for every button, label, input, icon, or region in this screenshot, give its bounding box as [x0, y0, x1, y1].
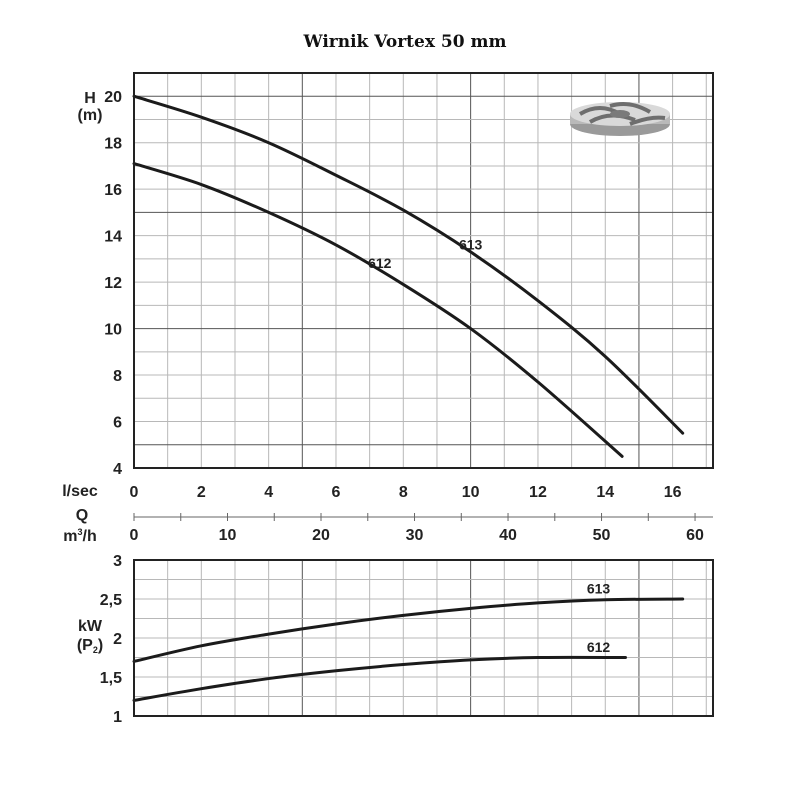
power-grid [133, 559, 713, 717]
head-y-tick-label: 14 [104, 229, 122, 246]
flow-label-line1: Q [76, 507, 88, 524]
power-y-tick-label: 3 [113, 553, 122, 570]
head-x-tick-label: 6 [332, 484, 341, 501]
power-y-tick-label: 1,5 [100, 670, 122, 687]
power-series-label-613: 613 [587, 581, 611, 597]
head-x-tick-label: 2 [197, 484, 206, 501]
head-x-ticks: 0 2 4 6 8 10 12 14 16 [130, 484, 682, 501]
flow-tick-label: 60 [686, 527, 704, 544]
flow-tick-label: 50 [593, 527, 611, 544]
flow-tick-label: 30 [406, 527, 424, 544]
head-x-tick-label: 16 [664, 484, 682, 501]
head-y-ticks: 4 6 8 10 12 14 16 18 20 [104, 89, 122, 478]
flow-tick-label: 40 [499, 527, 517, 544]
flow-scale-ticks: 0 10 20 30 40 50 60 [130, 513, 704, 544]
head-xlabel: l/sec [62, 483, 98, 500]
head-curve-613 [132, 94, 685, 435]
head-y-tick-label: 16 [104, 182, 122, 199]
head-x-tick-label: 8 [399, 484, 408, 501]
power-y-ticks: 1 1,5 2 2,5 3 [100, 553, 122, 726]
power-y-tick-label: 2 [113, 631, 122, 648]
head-y-tick-label: 20 [104, 89, 122, 106]
head-y-tick-label: 6 [113, 415, 122, 432]
chart-title: Wirnik Vortex 50 mm [303, 32, 507, 52]
flow-tick-label: 0 [130, 527, 139, 544]
flow-label-line2: m3/h [63, 527, 96, 545]
power-plot-frame [133, 559, 714, 717]
power-ylabel-line1: kW [78, 618, 103, 635]
head-series-label-612: 612 [368, 255, 392, 271]
head-ylabel-line1: H [84, 90, 96, 107]
power-y-tick-label: 2,5 [100, 592, 122, 609]
head-ylabel-line2: (m) [78, 107, 103, 124]
power-y-tick-label: 1 [113, 709, 122, 726]
head-curves: 613 612 [132, 94, 685, 458]
head-x-tick-label: 10 [462, 484, 480, 501]
head-y-tick-label: 10 [104, 322, 122, 339]
head-grid [133, 72, 713, 469]
vortex-impeller-icon [570, 102, 670, 136]
head-plot-frame [133, 72, 714, 469]
flow-tick-label: 20 [312, 527, 330, 544]
head-series-label-613: 613 [459, 237, 483, 253]
power-curves: 613 612 [132, 581, 685, 702]
head-y-tick-label: 12 [104, 275, 122, 292]
flow-tick-label: 10 [219, 527, 237, 544]
power-curve-613 [132, 597, 685, 663]
head-x-tick-label: 12 [529, 484, 547, 501]
power-series-label-612: 612 [587, 639, 611, 655]
head-y-tick-label: 18 [104, 136, 122, 153]
power-ylabel-line2: (P2) [77, 637, 103, 655]
head-y-tick-label: 8 [113, 368, 122, 385]
head-x-tick-label: 14 [596, 484, 614, 501]
power-curve-612 [132, 655, 627, 702]
head-x-tick-label: 4 [264, 484, 273, 501]
head-y-tick-label: 4 [113, 461, 122, 478]
head-x-tick-label: 0 [130, 484, 139, 501]
head-curve-612 [132, 162, 624, 458]
